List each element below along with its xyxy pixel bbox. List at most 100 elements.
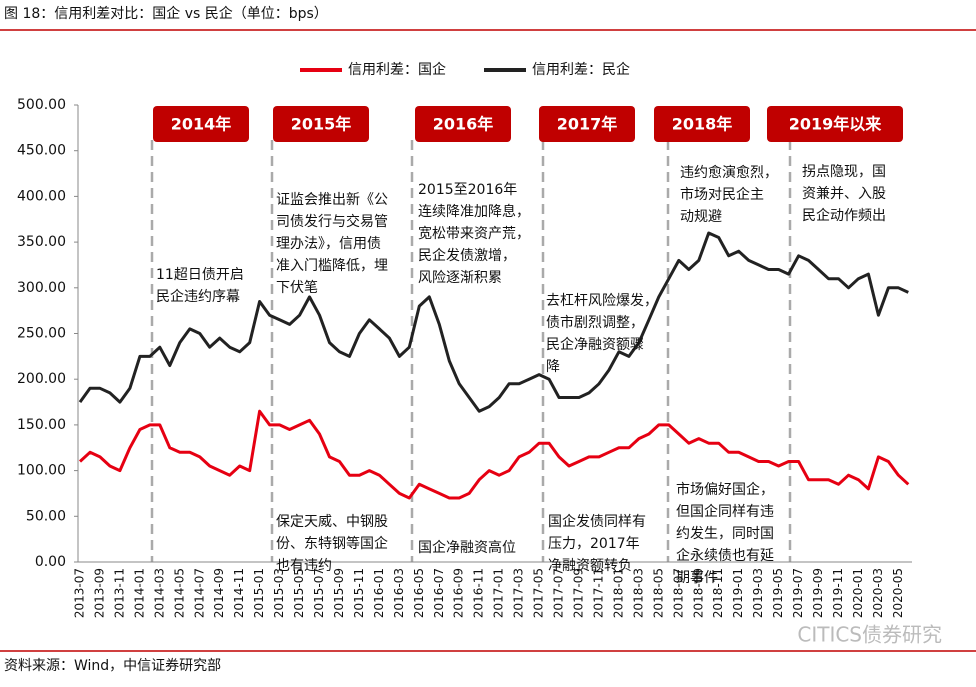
- series-line: [78, 231, 909, 413]
- x-tick-label: 2013-09: [92, 568, 106, 618]
- y-tick-label: 250.00: [17, 326, 66, 342]
- period-label: 2019年以来: [789, 115, 883, 134]
- annotation-text: 11超日债开启: [156, 267, 244, 283]
- annotation-text: 连续降准加降息，: [418, 203, 530, 220]
- annotation-text: 风险逐渐积累: [418, 270, 502, 286]
- period-box: [767, 106, 903, 142]
- series-line: [78, 409, 910, 500]
- y-tick-label: 350.00: [17, 234, 66, 250]
- x-tick-label: 2018-05: [651, 568, 665, 618]
- x-tick-label: 2018-09: [691, 568, 705, 618]
- annotation-text: 下伏笔: [276, 280, 318, 296]
- x-tick-label: 2016-11: [472, 568, 486, 618]
- y-tick-label: 150.00: [17, 417, 66, 433]
- x-tick-label: 2016-09: [452, 568, 466, 618]
- x-tick-label: 2014-05: [172, 568, 186, 618]
- x-tick-label: 2014-07: [192, 568, 206, 618]
- annotation-text: 约发生，同时国: [676, 526, 774, 542]
- legend-label: 信用利差：国企: [348, 61, 446, 78]
- x-tick-label: 2018-03: [631, 568, 645, 618]
- annotation-text: 保定天威、中钢股: [276, 514, 388, 530]
- x-tick-label: 2017-11: [591, 568, 605, 618]
- watermark: CITICS债券研究: [797, 623, 942, 647]
- period-box: [273, 106, 369, 142]
- x-tick-label: 2020-01: [851, 568, 865, 618]
- x-tick-label: 2019-01: [731, 568, 745, 618]
- annotation-text: 司债发行与交易管: [276, 213, 388, 230]
- annotation-text: 但国企同样有违: [676, 503, 774, 520]
- x-tick-label: 2014-11: [232, 568, 246, 618]
- x-tick-label: 2017-07: [552, 568, 566, 618]
- x-tick-label: 2015-01: [252, 568, 266, 618]
- figure-title: 图 18：信用利差对比：国企 vs 民企（单位：bps）: [4, 5, 328, 22]
- x-tick-label: 2019-09: [811, 568, 825, 618]
- x-tick-label: 2015-09: [332, 568, 346, 618]
- y-tick-label: 200.00: [17, 371, 66, 387]
- annotation-text: 债市剧烈调整，: [546, 314, 644, 331]
- annotation-text: 市场偏好国企，: [676, 481, 774, 498]
- period-label: 2018年: [672, 115, 733, 134]
- x-tick-label: 2017-05: [532, 568, 546, 618]
- y-tick-label: 500.00: [17, 97, 66, 113]
- x-tick-label: 2014-03: [152, 568, 166, 618]
- period-box: [539, 106, 635, 142]
- annotation-text: 国企净融资高位: [418, 539, 516, 556]
- annotation-text: 去杠杆风险爆发，: [546, 293, 658, 309]
- x-tick-label: 2016-07: [432, 568, 446, 618]
- y-tick-label: 100.00: [17, 463, 66, 479]
- period-label: 2017年: [557, 115, 618, 134]
- annotation-text: 证监会推出新《公: [276, 192, 388, 208]
- x-tick-label: 2019-03: [751, 568, 765, 618]
- y-tick-label: 400.00: [17, 188, 66, 204]
- legend-label: 信用利差：民企: [532, 61, 630, 78]
- annotation-text: 企永续债也有延: [676, 547, 774, 564]
- annotation-text: 拐点隐现，国: [802, 164, 886, 180]
- period-label: 2014年: [171, 115, 232, 134]
- annotation-text: 降: [546, 359, 560, 375]
- annotation-text: 民企净融资额骤: [546, 336, 644, 353]
- annotation-text: 期事件: [676, 570, 718, 586]
- y-tick-label: 0.00: [35, 554, 66, 570]
- x-tick-label: 2015-07: [312, 568, 326, 618]
- annotation-text: 也有违约: [276, 558, 332, 574]
- x-tick-label: 2017-09: [572, 568, 586, 618]
- period-box: [415, 106, 511, 142]
- x-tick-label: 2016-05: [412, 568, 426, 618]
- annotation-text: 资兼并、入股: [802, 186, 886, 202]
- annotation-text: 国企发债同样有: [548, 513, 646, 530]
- annotation-text: 市场对民企主: [680, 186, 764, 203]
- x-tick-label: 2015-11: [352, 568, 366, 618]
- x-tick-label: 2017-01: [492, 568, 506, 618]
- y-tick-label: 300.00: [17, 280, 66, 296]
- annotation-text: 动规避: [680, 209, 722, 225]
- x-tick-label: 2015-05: [292, 568, 306, 618]
- x-tick-label: 2019-11: [831, 568, 845, 618]
- annotation-text: 民企动作频出: [802, 207, 886, 224]
- annotation-text: 民企违约序幕: [156, 288, 240, 305]
- x-tick-label: 2014-01: [132, 568, 146, 618]
- x-tick-label: 2018-07: [671, 568, 685, 618]
- period-box: [153, 106, 249, 142]
- x-tick-label: 2020-03: [871, 568, 885, 618]
- annotation-text: 准入门槛降低，埋: [276, 258, 388, 274]
- x-tick-label: 2014-09: [212, 568, 226, 618]
- x-tick-label: 2017-03: [512, 568, 526, 618]
- annotation-text: 2015至2016年: [418, 182, 517, 198]
- x-tick-label: 2018-11: [711, 568, 725, 618]
- period-box: [654, 106, 750, 142]
- y-tick-label: 50.00: [26, 508, 66, 524]
- x-tick-label: 2018-01: [611, 568, 625, 618]
- annotation-text: 民企发债激增，: [418, 247, 516, 264]
- annotation-text: 净融资额转负: [548, 558, 632, 574]
- period-dividers: [150, 140, 792, 562]
- x-tick-label: 2019-05: [771, 568, 785, 618]
- period-label: 2016年: [433, 115, 494, 134]
- x-tick-label: 2013-07: [73, 568, 87, 618]
- source-note: 资料来源：Wind，中信证券研究部: [4, 658, 221, 674]
- annotation-text: 宽松带来资产荒，: [418, 225, 530, 242]
- annotation-text: 压力，2017年: [548, 536, 640, 552]
- annotation-text: 违约愈演愈烈，: [680, 165, 778, 181]
- annotation-text: 份、东特钢等国企: [276, 535, 388, 552]
- x-tick-label: 2013-11: [112, 568, 126, 618]
